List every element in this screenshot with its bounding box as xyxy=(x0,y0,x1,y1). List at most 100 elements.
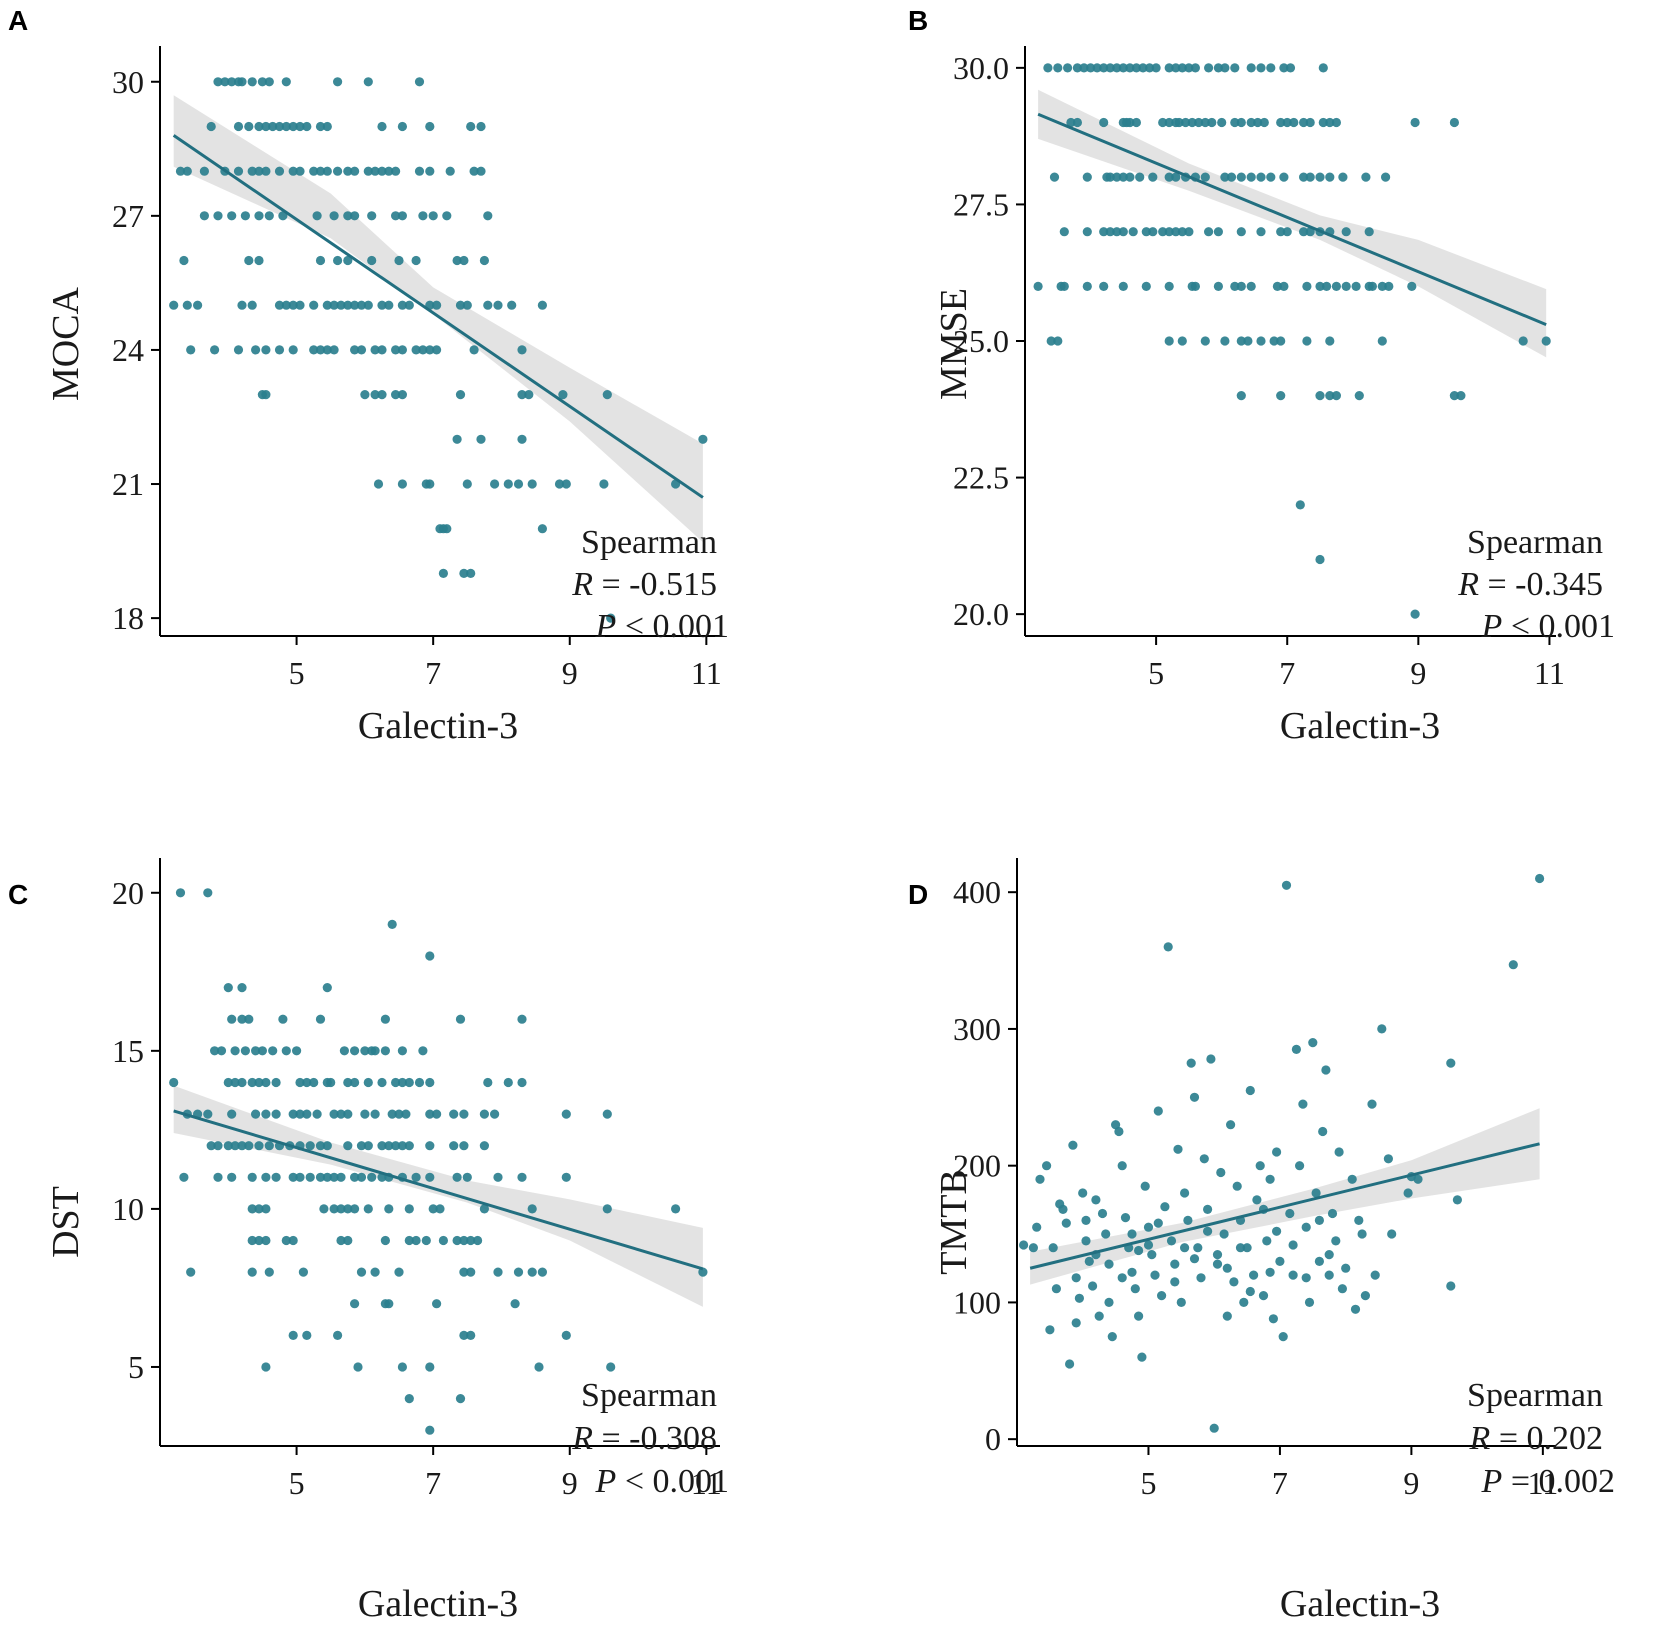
panel-a-data-point xyxy=(363,77,373,87)
panel-a-data-point xyxy=(459,255,469,266)
panel-d-data-point xyxy=(1219,1229,1229,1239)
panel-a-data-point xyxy=(524,390,534,400)
panel-d-data-point xyxy=(1153,1106,1163,1116)
panel-a-data-point xyxy=(288,300,298,310)
panel-a-data-point xyxy=(247,300,257,310)
panel-b-data-point xyxy=(1184,227,1194,237)
panel-c-data-point xyxy=(322,1172,332,1182)
panel-c-data-point xyxy=(271,1109,281,1119)
panel-b-data-point xyxy=(1325,336,1335,346)
panel-c-data-point xyxy=(319,1204,329,1214)
panel-d-data-point xyxy=(1180,1243,1190,1253)
panel-c-data-point xyxy=(602,1109,612,1119)
panel-d-data-point xyxy=(1019,1240,1029,1250)
panel-a-data-point xyxy=(329,211,339,221)
panel-b-data-point xyxy=(1325,117,1335,128)
panel-c-data-point xyxy=(237,983,247,993)
panel-c-data-point xyxy=(517,1077,527,1088)
panel-d-data-point xyxy=(1209,1423,1219,1433)
panel-c-data-point xyxy=(288,1330,298,1340)
panel-d-data-point xyxy=(1153,1218,1163,1228)
panel-c-data-point xyxy=(606,1362,616,1372)
panel-c-data-point xyxy=(377,1141,387,1151)
panel-b-data-point xyxy=(1315,554,1325,565)
panel-d-data-point xyxy=(1081,1215,1091,1225)
panel-a-data-point xyxy=(517,434,527,444)
panel-b-data-point xyxy=(1118,63,1128,73)
panel-d-data-point xyxy=(1160,1202,1170,1212)
panel-b-data-point xyxy=(1410,609,1420,619)
panel-c-data-point xyxy=(428,1204,438,1214)
panel-c-data-point xyxy=(315,1172,326,1182)
panel-c-data-point xyxy=(455,1014,466,1024)
panel-c-data-point xyxy=(179,1172,189,1182)
panel-b-data-point xyxy=(1259,117,1269,128)
panel-a-data-point xyxy=(462,479,472,489)
panel-d-data-point xyxy=(1058,1204,1068,1214)
panel-a-data-point xyxy=(527,479,537,489)
panel-c-data-point xyxy=(459,1141,469,1151)
panel-label-b: B xyxy=(908,5,928,36)
panel-d-data-point xyxy=(1324,1270,1334,1280)
panel-a-data-point xyxy=(309,300,319,310)
panel-d-data-point xyxy=(1166,1236,1177,1246)
panel-d-data-point xyxy=(1535,873,1545,884)
panel-c-data-point xyxy=(370,1267,380,1277)
panel-d-data-point xyxy=(1242,1243,1252,1253)
panel-a-data-point xyxy=(264,211,274,221)
panel-d-data-point xyxy=(1114,1126,1124,1137)
panel-b-data-point xyxy=(1158,227,1168,237)
panel-b-confidence-band xyxy=(1038,89,1547,358)
panel-c-data-point xyxy=(261,1204,271,1214)
panel-d-data-point xyxy=(1295,1161,1305,1171)
panel-a-data-point xyxy=(213,211,223,221)
panel-b-data-point xyxy=(1164,281,1174,291)
panel-b-data-point xyxy=(1213,63,1223,73)
panel-c-data-point xyxy=(254,1204,264,1214)
panel-d-data-point xyxy=(1321,1065,1331,1075)
panel-a-data-point xyxy=(288,345,298,355)
panel-d-data-point xyxy=(1189,1254,1200,1264)
panel-c-data-point xyxy=(490,1109,500,1119)
panel-a-data-point xyxy=(411,255,421,266)
panel-b-data-point xyxy=(1177,336,1187,346)
panel-b-data-point xyxy=(1200,172,1210,182)
panel-c-data-point xyxy=(421,1235,431,1246)
panel-c-data-point xyxy=(336,1109,346,1119)
panel-c-x-tick-label: 11 xyxy=(691,1465,722,1501)
panel-b-data-point xyxy=(1086,63,1096,73)
panel-a-data-point xyxy=(432,300,442,310)
panel-c-data-point xyxy=(435,1204,445,1214)
panel-a-data-point xyxy=(370,390,380,400)
panel-b-data-point xyxy=(1187,117,1197,128)
panel-a-data-point xyxy=(254,166,264,176)
panel-b-data-point xyxy=(1407,281,1417,291)
panel-c-data-point xyxy=(527,1267,537,1277)
panel-c-data-point xyxy=(254,1077,264,1088)
panel-b-data-point xyxy=(1236,117,1246,128)
panel-a-data-point xyxy=(274,121,285,132)
panel-a-x-tick-label: 7 xyxy=(425,655,441,691)
panel-c-data-point xyxy=(561,1330,571,1340)
panel-c-data-point xyxy=(356,1141,367,1151)
panel-b-data-point xyxy=(1043,63,1053,73)
panel-c-data-point xyxy=(237,1014,247,1024)
panel-c-data-point xyxy=(367,1172,377,1182)
panel-b-data-point xyxy=(1246,63,1256,73)
panel-d-data-point xyxy=(1180,1188,1190,1198)
panel-c: C 5 7 9 11 5 10 15 20 Galectin-3 DST Spearman R… xyxy=(8,858,729,1625)
panel-b-data-point xyxy=(1331,391,1341,401)
panel-d-data-point xyxy=(1130,1284,1140,1294)
panel-b-data-point xyxy=(1236,336,1246,346)
panel-c-data-point xyxy=(322,1141,332,1151)
panel-c-data-point xyxy=(425,1425,435,1435)
panel-a-data-point xyxy=(599,479,609,489)
panel-d-data-point xyxy=(1265,1174,1275,1184)
panel-a-data-point xyxy=(425,166,435,176)
panel-a-data-point xyxy=(602,390,612,400)
panel-c-data-point xyxy=(493,1267,503,1277)
panel-d-data-point xyxy=(1081,1236,1091,1246)
panel-d-data-point xyxy=(1189,1092,1200,1102)
panel-c-y-tick-label: 20 xyxy=(112,875,144,911)
